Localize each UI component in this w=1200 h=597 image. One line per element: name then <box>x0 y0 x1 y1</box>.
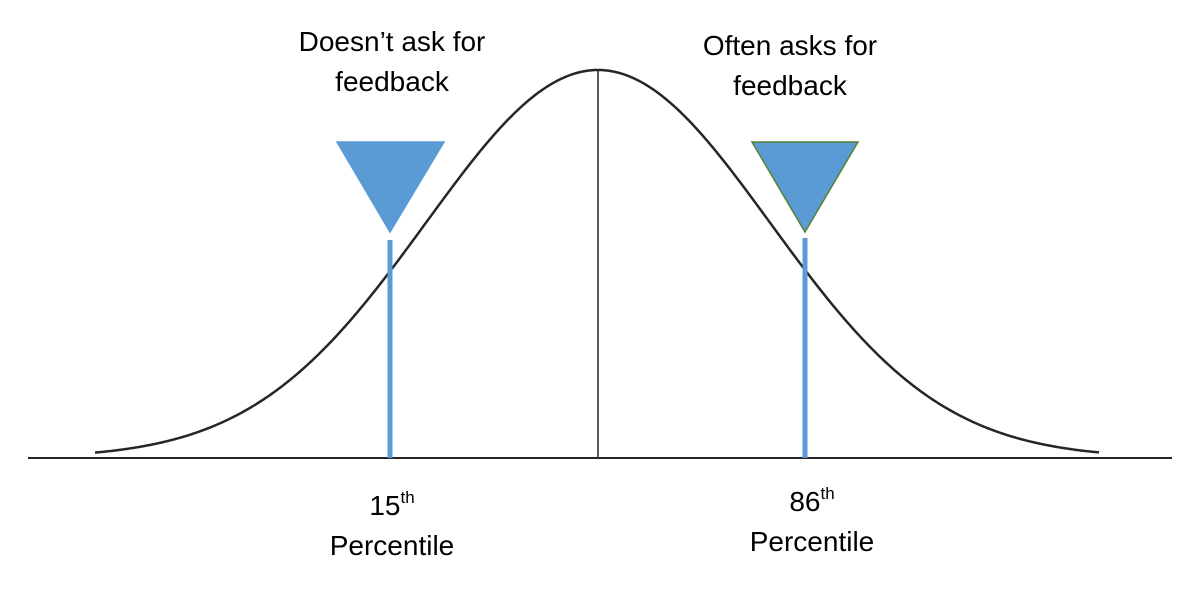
right-percentile-label: 86th Percentile <box>682 474 942 562</box>
bell-curve <box>94 68 1100 454</box>
right-percentile-suffix: th <box>820 484 835 503</box>
left-label-line1: Doesn’t ask for <box>298 26 486 57</box>
right-percentile-caption: Percentile <box>749 526 875 557</box>
left-percentile-value-line: 15th <box>262 478 522 526</box>
left-percentile-caption: Percentile <box>329 530 455 561</box>
right-percentile-value: 86 <box>789 486 821 517</box>
right-percentile-value-line: 86th <box>682 474 942 522</box>
right-label-line2: feedback <box>733 70 847 101</box>
left-percentile-suffix: th <box>400 488 415 507</box>
left-marker-label: Doesn’t ask for feedback <box>262 22 522 102</box>
left-triangle-marker <box>335 141 446 234</box>
left-percentile-label: 15th Percentile <box>262 478 522 566</box>
left-label-line2: feedback <box>335 66 449 97</box>
left-percentile-value: 15 <box>369 490 401 521</box>
right-label-line1: Often asks for <box>702 30 878 61</box>
right-marker-label: Often asks for feedback <box>660 26 920 106</box>
right-triangle-marker <box>750 141 860 234</box>
